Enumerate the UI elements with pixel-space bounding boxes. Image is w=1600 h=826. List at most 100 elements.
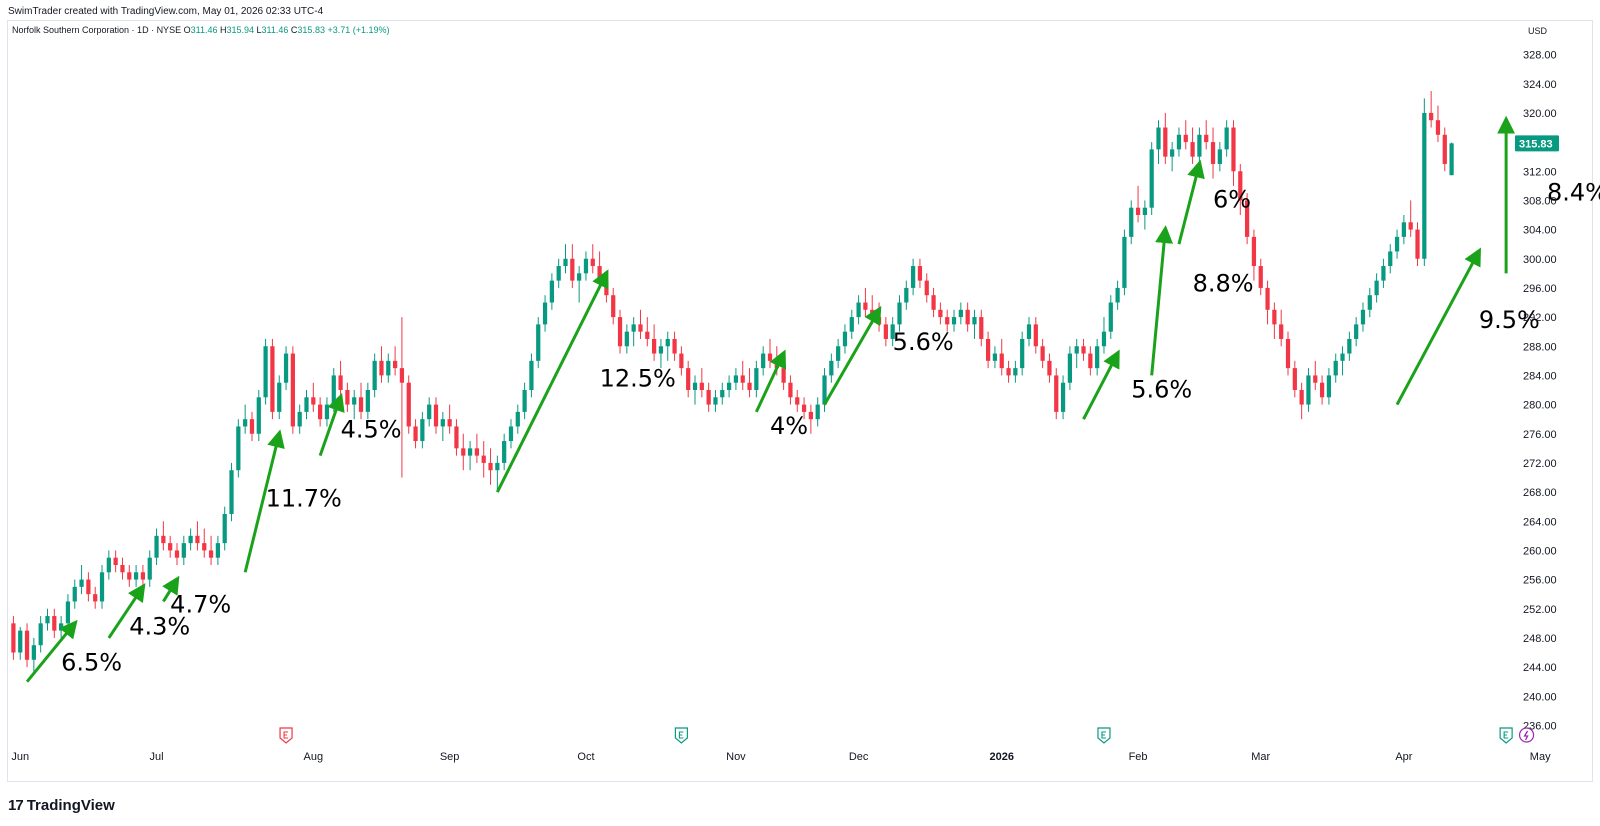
candle-body [699,382,704,390]
candle-body [1170,149,1175,157]
x-tick-label: Nov [726,751,746,763]
candle [985,331,991,369]
candle [161,521,166,551]
candle [392,346,398,376]
gain-annotation: 6.5% [25,619,122,683]
candle-body [106,557,111,573]
candle [1265,280,1270,325]
x-tick-label: Sep [440,751,460,763]
gain-annotation: 4.7% [162,575,231,618]
y-tick-label: 276.00 [1523,429,1557,441]
annotation-arrows: 6.5%4.3%4.7% 11.7% 4.5% 12.5% 4% 5.6% 5.6% 8.8%… [25,115,1600,683]
candle [1285,331,1291,376]
candle-body [1217,149,1222,164]
candle [345,382,350,412]
candle-body [358,397,364,412]
candle [638,309,643,339]
candle [72,579,77,609]
candle-body [1149,149,1154,208]
candle-body [1319,382,1325,398]
candle [467,441,473,471]
candle [1081,338,1086,361]
y-tick-label: 240.00 [1523,691,1557,703]
candle [658,338,664,369]
candle-body [1081,346,1086,354]
candle [1122,229,1127,296]
y-tick-label: 292.00 [1523,312,1557,324]
candle-body [502,441,507,463]
candle-body [352,397,357,405]
candle-body [481,455,486,463]
candle [931,287,936,318]
candle-body [1251,236,1257,267]
candle-body [1306,375,1311,405]
candle-body [1394,236,1400,252]
candle-body [256,397,261,434]
candle-body [1299,390,1304,405]
gain-annotation: 8.8% [1150,225,1254,376]
x-tick-label: Apr [1395,751,1412,763]
gain-annotation: 12.5% [496,269,676,493]
earnings-icon[interactable] [1499,727,1513,744]
candle-body [549,280,554,303]
low-label: L [256,25,262,35]
candle [911,258,916,296]
gain-annotation: 4.3% [107,583,190,640]
candle [270,338,275,420]
candle [679,346,684,376]
gain-annotation: 8.4% [1497,115,1600,274]
candle [1115,280,1120,310]
candle [461,433,466,471]
candle-body [1292,368,1297,390]
candle [556,258,561,288]
candle [1374,273,1379,303]
dividend-icon[interactable] [1518,727,1535,743]
earnings-icon[interactable] [674,727,688,744]
candle [93,586,98,609]
candle [1129,200,1134,245]
gain-annotation: 6% [1177,159,1251,245]
candle [699,368,704,398]
candle [1367,287,1372,318]
earnings-icon[interactable] [279,727,293,744]
candle-body [1347,338,1352,354]
candle [1142,200,1147,230]
candle-body [474,448,480,456]
candle [433,397,439,434]
candle-body [495,462,500,471]
candle-body [1360,309,1366,325]
candle [1176,127,1182,157]
candle [495,455,500,493]
candle-body [1333,360,1338,376]
candle [1135,185,1141,223]
candle-body [617,317,623,347]
candle [229,462,234,522]
candle-body [1088,353,1093,369]
y-tick-label: 304.00 [1523,225,1557,237]
y-tick-label: 280.00 [1523,400,1557,412]
candle-body [1047,360,1052,376]
candle-body [11,623,16,653]
candle-body [236,426,241,471]
candle-body [686,368,691,390]
candle [542,295,548,332]
candle-body [1190,142,1195,157]
gain-arrow [1082,349,1120,420]
candle [726,375,732,398]
candle [617,309,623,354]
candle-body [277,382,282,412]
candle [972,309,977,339]
candle [815,397,820,427]
earnings-icon[interactable] [1097,727,1111,744]
candle-body [781,368,786,383]
candle [979,309,984,347]
candle [1088,346,1093,376]
candle [99,565,105,609]
candle-body [249,419,255,434]
candle [1054,368,1059,420]
candle-body [1367,295,1372,310]
candle-body [331,375,336,405]
candle-body [1033,324,1038,347]
candle-body [829,360,834,376]
